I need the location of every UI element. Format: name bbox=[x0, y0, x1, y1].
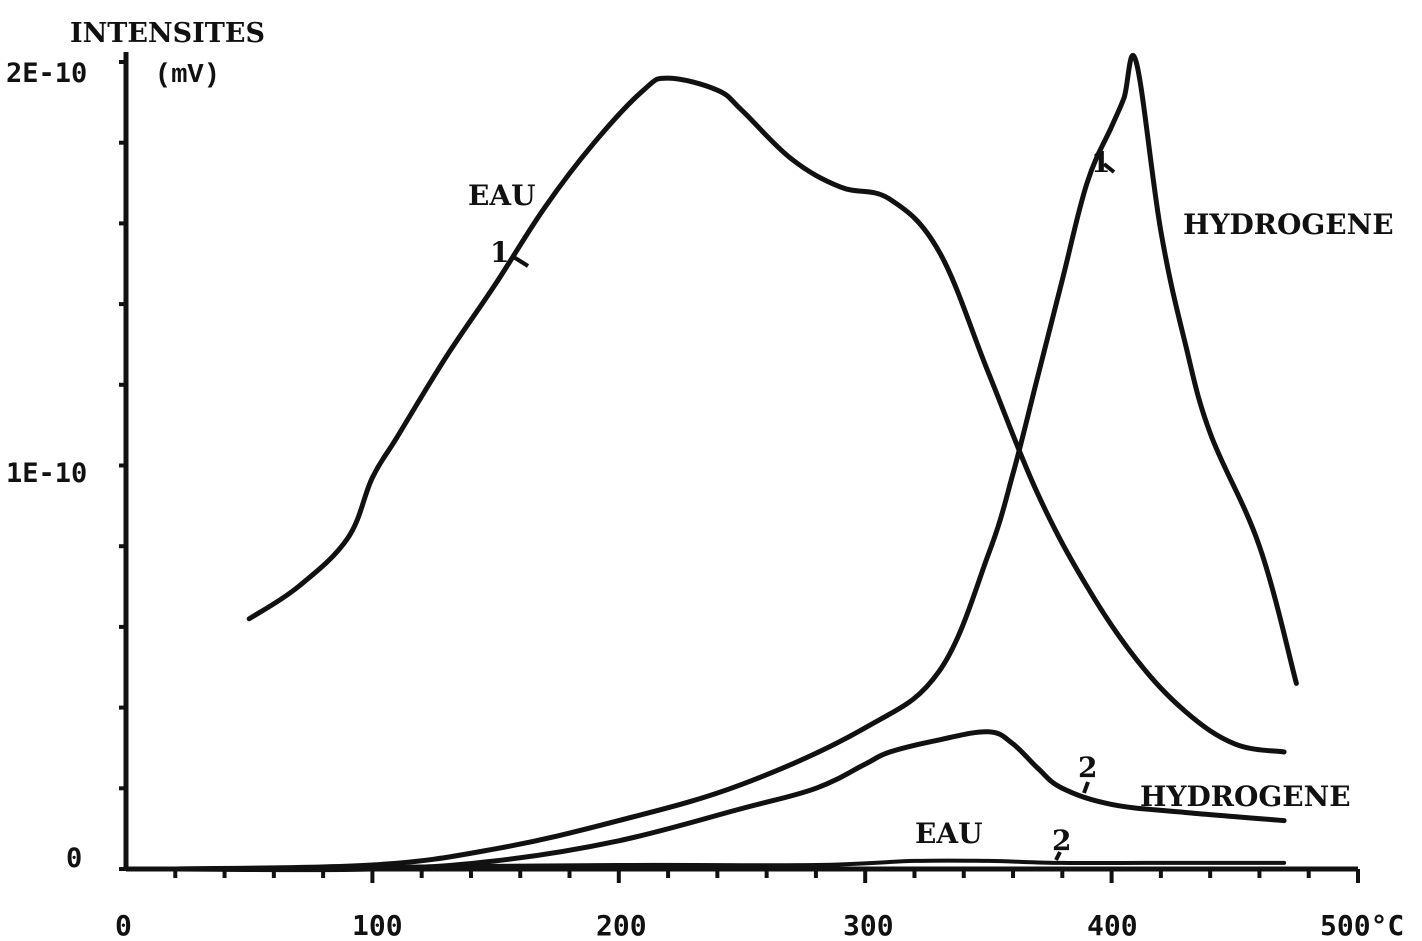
label-eau-2-number: 2 bbox=[1052, 824, 1071, 857]
label-hydrogene-2-number: 2 bbox=[1078, 751, 1097, 784]
label-eau-1-number: 1 bbox=[490, 236, 509, 269]
series-hydrogene-2 bbox=[172, 729, 1287, 873]
x-tick-label-0: 0 bbox=[115, 909, 132, 941]
series-eau-1 bbox=[246, 75, 1287, 755]
label-hydrogene-1: HYDROGENE bbox=[1183, 208, 1394, 241]
label-eau-2: EAU bbox=[915, 817, 982, 850]
x-tick-label-300: 300 bbox=[843, 909, 894, 941]
y-tick-label-2e-10: 2E-10 bbox=[6, 58, 87, 89]
y-tick-label-1e-10: 1E-10 bbox=[6, 458, 87, 489]
y-axis-unit: (mV) bbox=[155, 61, 220, 91]
x-tick-label-200: 200 bbox=[596, 909, 647, 941]
series-eau-2 bbox=[173, 858, 1287, 871]
label-eau-1: EAU bbox=[468, 179, 535, 212]
y-axis-title: INTENSITES bbox=[70, 18, 265, 49]
y-minor-ticks bbox=[119, 60, 126, 871]
series-hydrogene-1 bbox=[172, 52, 1299, 872]
x-tick-label-100: 100 bbox=[352, 909, 403, 941]
y-tick-label-0: 0 bbox=[66, 843, 82, 874]
label-hydrogene-2: HYDROGENE bbox=[1140, 780, 1351, 813]
leader-hydrogene-2 bbox=[1082, 781, 1090, 794]
leader-hydrogene-1 bbox=[1102, 162, 1116, 174]
label-hydrogene-1-number: 1 bbox=[1091, 146, 1110, 179]
x-tick-label-500: 500°C bbox=[1320, 909, 1404, 941]
x-tick-label-400: 400 bbox=[1087, 909, 1138, 941]
x-minor-ticks bbox=[173, 869, 1360, 883]
leader-eau-1 bbox=[510, 254, 530, 268]
leader-eau-2 bbox=[1054, 851, 1062, 861]
